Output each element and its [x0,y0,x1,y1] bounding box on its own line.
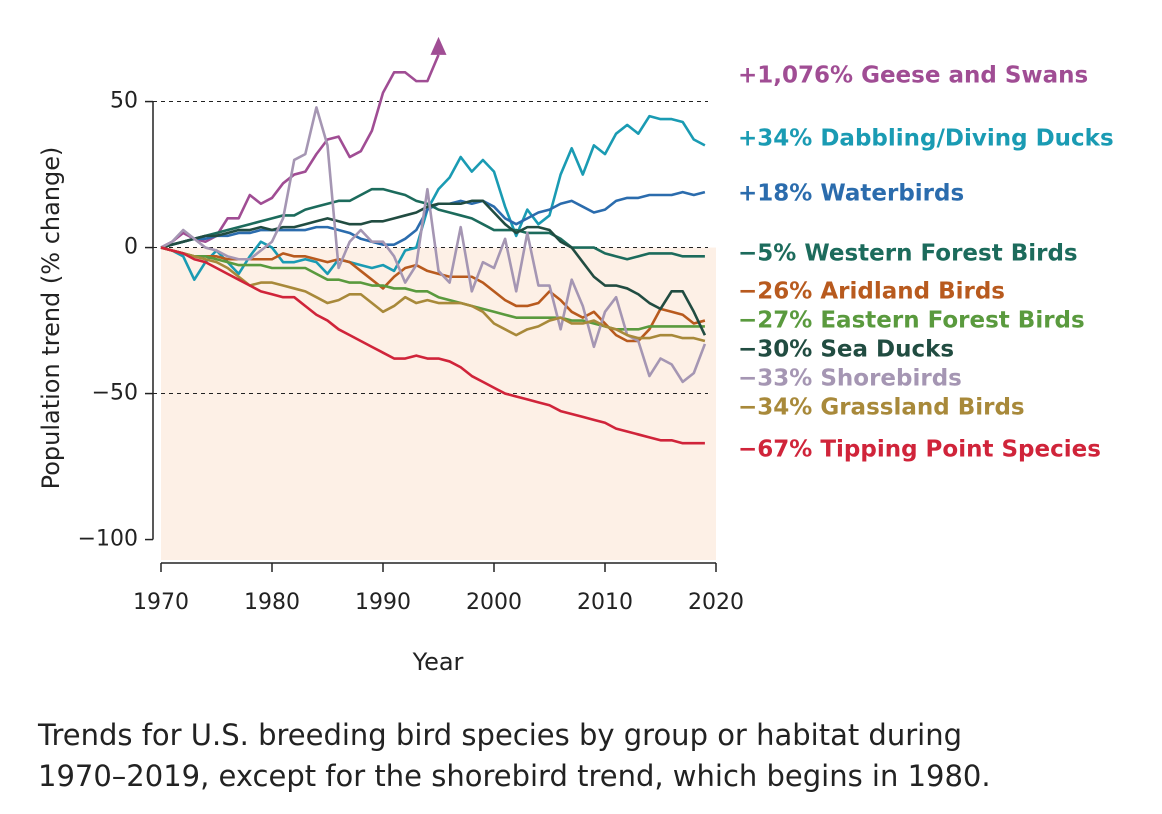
legend-label: −30% Sea Ducks [738,337,954,363]
legend-label: −27% Eastern Forest Birds [738,308,1085,334]
legend-label: −34% Grassland Birds [738,395,1025,421]
legend-label: +1,076% Geese and Swans [738,63,1088,89]
series-line [160,187,705,261]
legend-label: −5% Western Forest Birds [738,241,1078,267]
negative-region [161,247,716,560]
legend-label: −33% Shorebirds [738,366,962,392]
x-tick-label: 2010 [577,590,633,615]
caption: Trends for U.S. breeding bird species by… [37,718,962,752]
x-tick-label: 1970 [133,590,189,615]
legend-label: +18% Waterbirds [738,181,964,207]
legend-label: −67% Tipping Point Species [738,437,1101,463]
series-line [160,106,707,384]
series-line [160,54,440,249]
x-tick-label: 1980 [244,590,300,615]
series-line [160,246,705,445]
legend-label: −26% Aridland Birds [738,279,1005,305]
caption: 1970–2019, except for the shorebird tren… [38,759,991,793]
x-axis-label: Year [412,648,464,676]
series-line [160,199,707,336]
y-tick-label: 50 [110,89,138,114]
x-tick-label: 2000 [466,590,522,615]
y-tick-label: −100 [78,527,138,552]
y-tick-label: −50 [92,381,138,406]
x-tick-label: 1990 [355,590,411,615]
series-line [160,114,706,281]
series-arrowhead [430,36,447,55]
legend-label: +34% Dabbling/Diving Ducks [738,126,1114,152]
x-tick-label: 2020 [688,590,744,615]
y-axis-label: Population trend (% change) [37,147,65,490]
y-tick-label: 0 [124,235,138,260]
